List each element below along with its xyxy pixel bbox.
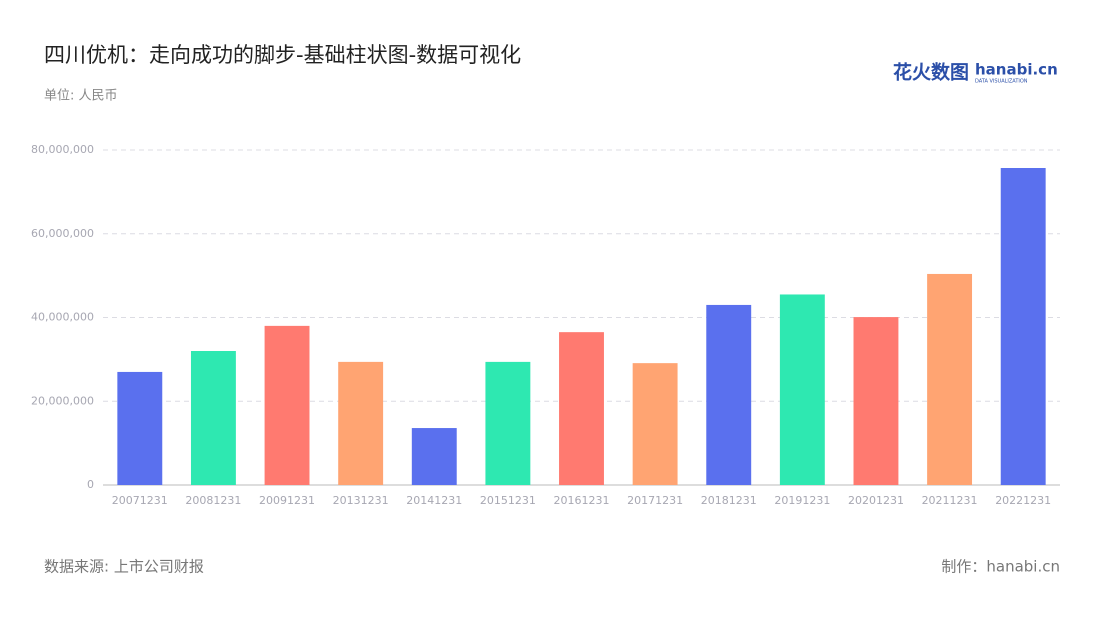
chart-title: 四川优机：走向成功的脚步-基础柱状图-数据可视化 [44,43,521,67]
x-tick-label: 20081231 [185,494,241,507]
bar [706,304,752,485]
logo-brand: hanabi.cn [975,61,1058,79]
bar [927,273,973,485]
y-tick-label: 60,000,000 [31,227,94,240]
bar [779,294,825,485]
y-tick-label: 80,000,000 [31,143,94,156]
x-tick-label: 20221231 [995,494,1051,507]
x-tick-label: 20071231 [112,494,168,507]
x-tick-label: 20141231 [406,494,462,507]
source-note: 数据来源: 上市公司财报 [44,558,204,576]
logo-tagline: DATA VISUALIZATION [975,79,1028,85]
x-tick-label: 20161231 [554,494,610,507]
credit: 制作：hanabi.cn [941,558,1060,576]
x-tick-label: 20181231 [701,494,757,507]
bar [559,332,604,485]
y-tick-label: 40,000,000 [31,311,94,324]
bar [632,363,678,485]
chart-subtitle: 单位: 人民币 [44,89,118,104]
bar [1000,168,1046,485]
y-tick-label: 20,000,000 [31,394,94,407]
bar [853,317,899,485]
bar [264,325,310,485]
x-tick-label: 20171231 [627,494,683,507]
bar [411,428,457,485]
bar [485,361,531,485]
x-tick-label: 20201231 [848,494,904,507]
x-tick-label: 20211231 [922,494,978,507]
x-tick-label: 20131231 [333,494,389,507]
y-tick-label: 0 [87,478,94,491]
bar [190,351,236,485]
x-tick-label: 20151231 [480,494,536,507]
bar [338,361,384,485]
bar [117,371,163,485]
x-tick-label: 20091231 [259,494,315,507]
logo-name: 花火数图 [893,61,969,84]
x-tick-label: 20191231 [774,494,830,507]
